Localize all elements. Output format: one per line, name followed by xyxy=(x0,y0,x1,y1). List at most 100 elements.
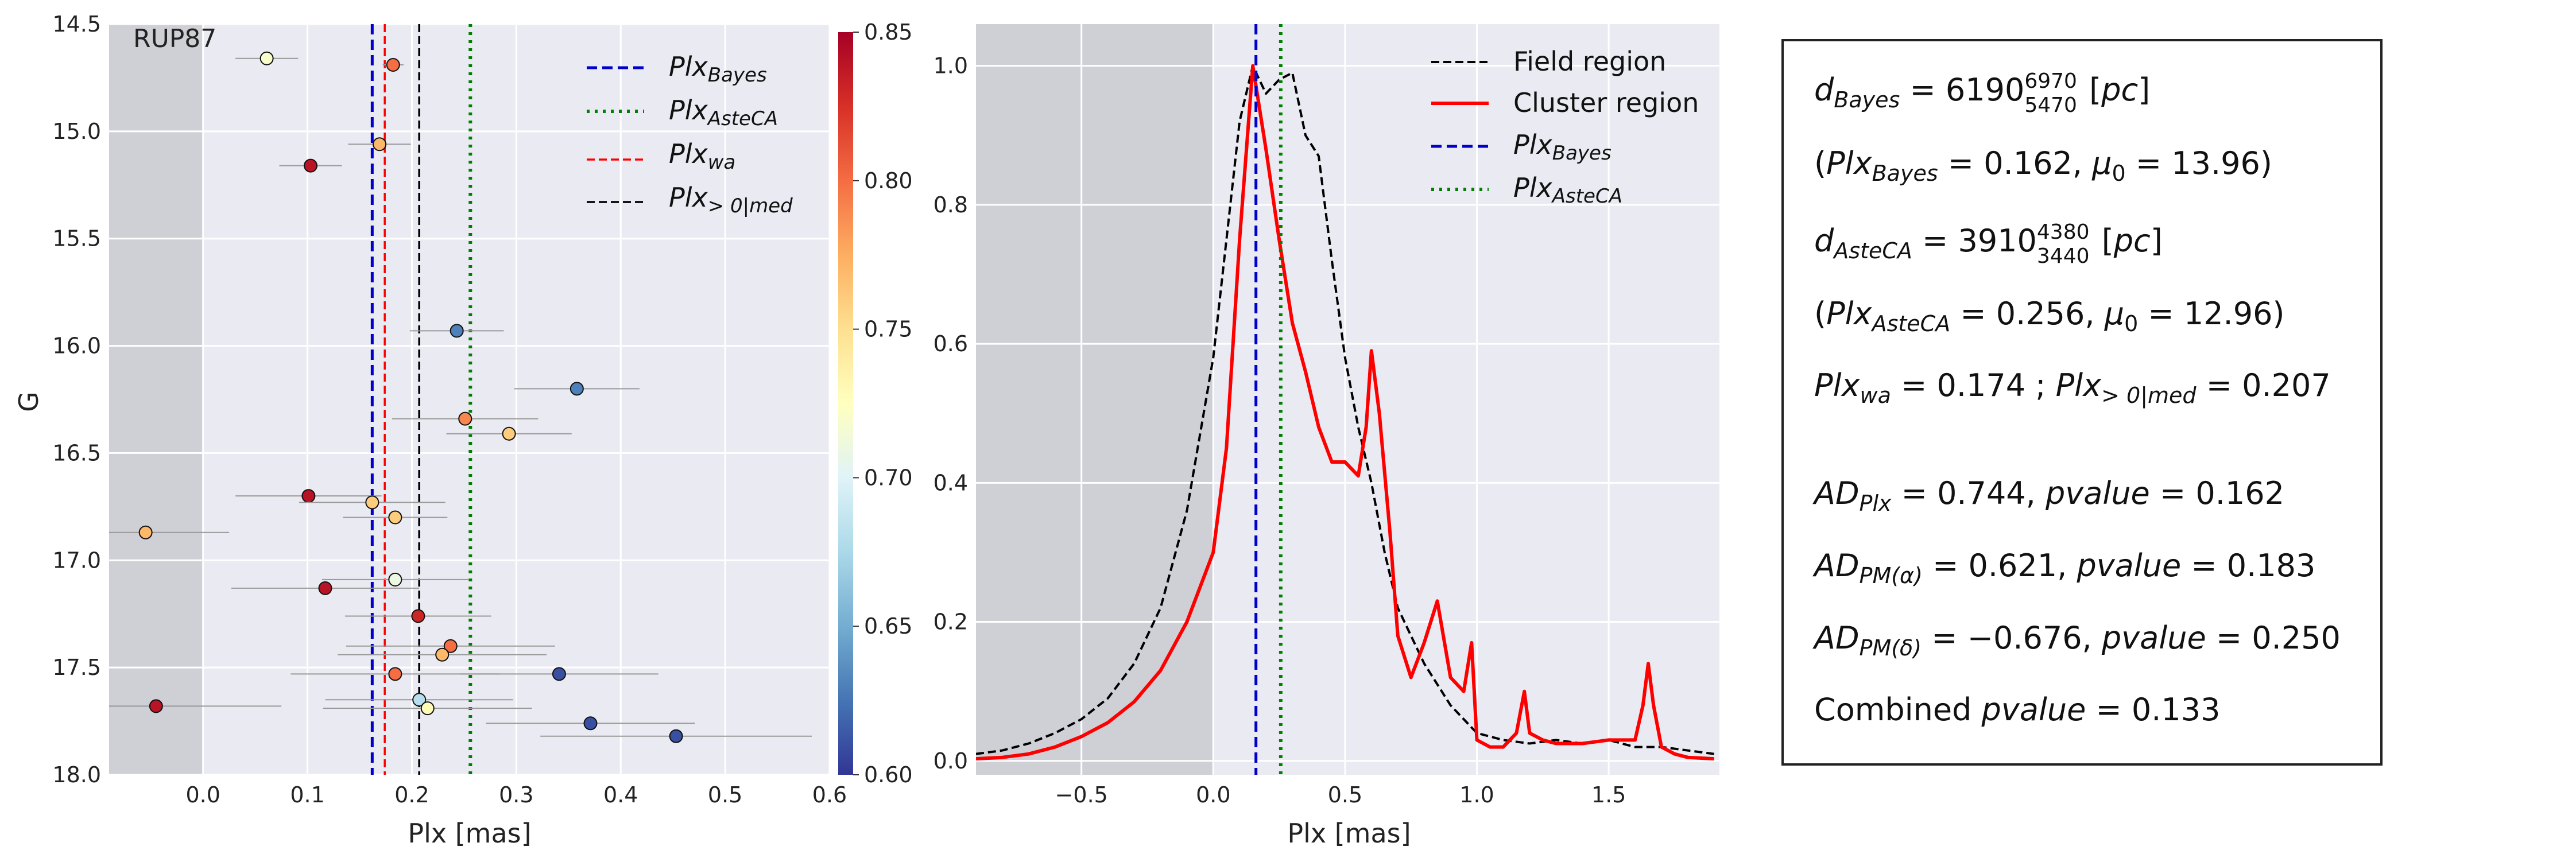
legend-label-field: Field region xyxy=(1513,46,1666,77)
left-legend: PlxBayes PlxAsteCA Plxwa Plx> 0|med xyxy=(587,51,793,218)
text-line-ad-pm-delta: ADPM(δ) = −0.676, pvalue = 0.250 xyxy=(1812,620,2341,661)
point-marker xyxy=(388,572,402,587)
point-marker xyxy=(411,609,425,623)
point-marker xyxy=(502,426,516,441)
right-y-tick-label: 0.8 xyxy=(933,192,968,218)
point-marker xyxy=(388,510,402,525)
legend-label-med: Plx> 0|med xyxy=(669,182,793,218)
left-plot-background xyxy=(109,24,830,775)
legend-label-bayes-right: PlxBayes xyxy=(1513,129,1612,165)
text-line-d-asteca: dAsteCA = 39104380 3440 [pc] xyxy=(1814,220,2163,268)
text-line-plx-wa-med: Plxwa = 0.174 ; Plx> 0|med = 0.207 xyxy=(1814,367,2331,409)
left-reference-lines xyxy=(370,24,472,775)
legend-label-asteca-right: PlxAsteCA xyxy=(1513,172,1622,208)
right-legend: Field region Cluster region PlxBayes Plx… xyxy=(1431,46,1699,208)
left-x-tick-label: 0.1 xyxy=(290,782,324,807)
left-y-tick-label: 14.5 xyxy=(52,11,101,37)
right-density-panel: −0.5 0.0 0.5 1.0 1.5 0.0 0.2 0.4 0.6 0.8 1.0 Plx … xyxy=(933,24,1719,849)
point-marker xyxy=(301,489,316,503)
results-text-box: dBayes = 61906970 5470 [pc] (PlxBayes = 0… xyxy=(1781,39,2383,766)
star-point xyxy=(109,699,282,713)
point-marker xyxy=(318,581,332,595)
point-marker xyxy=(552,667,566,681)
right-negative-plx-shade xyxy=(976,24,1214,775)
star-point xyxy=(446,426,572,441)
colorbar-tick-label: 0.60 xyxy=(864,762,913,787)
star-point xyxy=(460,667,658,681)
legend-label-asteca: PlxAsteCA xyxy=(669,95,778,130)
point-marker xyxy=(458,411,472,426)
point-marker xyxy=(138,525,153,539)
point-marker xyxy=(386,58,400,72)
right-y-tick-label: 0.4 xyxy=(933,470,968,495)
text-line-ad-plx: ADPlx = 0.744, pvalue = 0.162 xyxy=(1812,475,2284,516)
point-marker xyxy=(583,716,598,731)
left-data-points xyxy=(109,51,812,743)
colorbar-tick-label: 0.85 xyxy=(864,20,913,45)
right-y-tick-label: 1.0 xyxy=(933,53,968,79)
right-x-axis-label: Plx [mas] xyxy=(1287,818,1411,849)
left-x-tick-label: 0.6 xyxy=(812,782,847,807)
star-point xyxy=(325,693,513,707)
star-point xyxy=(322,572,468,587)
point-marker xyxy=(420,701,435,716)
legend-label-bayes: PlxBayes xyxy=(669,51,767,87)
star-point xyxy=(409,324,504,338)
star-point xyxy=(486,716,695,731)
right-x-tick-label: 0.0 xyxy=(1196,782,1230,807)
point-marker xyxy=(669,729,683,743)
point-marker xyxy=(304,158,318,173)
colorbar-tick-label: 0.70 xyxy=(864,465,913,490)
colorbar-tick-label: 0.65 xyxy=(864,614,913,639)
series-cluster-region xyxy=(976,64,1714,761)
left-x-tick-label: 0.3 xyxy=(499,782,533,807)
right-density-curves xyxy=(976,64,1715,761)
right-y-tick-label: 0.6 xyxy=(933,331,968,356)
left-y-tick-label: 16.5 xyxy=(52,440,101,465)
left-y-tick-label: 18.0 xyxy=(52,762,101,787)
legend-label-wa: Plxwa xyxy=(669,138,735,174)
right-x-tick-label: 0.5 xyxy=(1328,782,1362,807)
text-line-ad-pm-alpha: ADPM(α) = 0.621, pvalue = 0.183 xyxy=(1812,548,2315,588)
left-negative-plx-shade xyxy=(109,24,203,775)
text-box-frame xyxy=(1781,39,2383,766)
star-point xyxy=(231,581,420,595)
left-y-tick-label: 16.0 xyxy=(52,333,101,359)
point-marker xyxy=(450,324,464,338)
right-x-tick-label: 1.0 xyxy=(1459,782,1494,807)
star-point xyxy=(346,639,555,653)
star-point xyxy=(299,495,446,510)
cluster-label: RUP87 xyxy=(133,24,216,53)
star-point xyxy=(345,609,491,623)
right-grid xyxy=(976,24,1719,775)
left-x-axis-label: Plx [mas] xyxy=(408,818,531,849)
point-marker xyxy=(443,639,458,653)
text-line-d-bayes: dBayes = 61906970 5470 [pc] xyxy=(1814,69,2150,117)
point-marker xyxy=(149,699,163,713)
left-x-tick-label: 0.0 xyxy=(185,782,220,807)
right-reference-lines xyxy=(1254,24,1283,775)
left-x-tick-label: 0.5 xyxy=(708,782,742,807)
series-field-region xyxy=(976,64,1715,755)
right-x-tick-label: −0.5 xyxy=(1055,782,1108,807)
star-point xyxy=(343,510,448,525)
left-y-tick-labels: 14.5 15.0 15.5 16.0 16.5 17.0 17.5 18.0 xyxy=(52,11,101,787)
star-point xyxy=(338,647,547,662)
left-y-axis-label: G xyxy=(13,391,44,412)
colorbar-tick-label: 0.80 xyxy=(864,168,913,193)
point-marker xyxy=(412,693,427,707)
right-x-tick-label: 1.5 xyxy=(1591,782,1626,807)
point-marker xyxy=(259,51,274,65)
star-point xyxy=(235,51,299,65)
left-x-tick-label: 0.2 xyxy=(394,782,429,807)
colorbar-tick-labels: 0.60 0.65 0.70 0.75 0.80 0.85 xyxy=(853,20,913,787)
right-x-tick-labels: −0.5 0.0 0.5 1.0 1.5 xyxy=(1055,782,1626,807)
left-y-tick-label: 17.0 xyxy=(52,548,101,573)
star-point xyxy=(279,158,342,173)
legend-label-cluster: Cluster region xyxy=(1513,87,1699,118)
left-y-tick-label: 15.5 xyxy=(52,226,101,251)
text-line-plx-asteca: (PlxAsteCA = 0.256, μ0 = 12.96) xyxy=(1814,296,2285,336)
right-y-tick-labels: 0.0 0.2 0.4 0.6 0.8 1.0 xyxy=(933,53,968,774)
star-point xyxy=(514,382,640,396)
